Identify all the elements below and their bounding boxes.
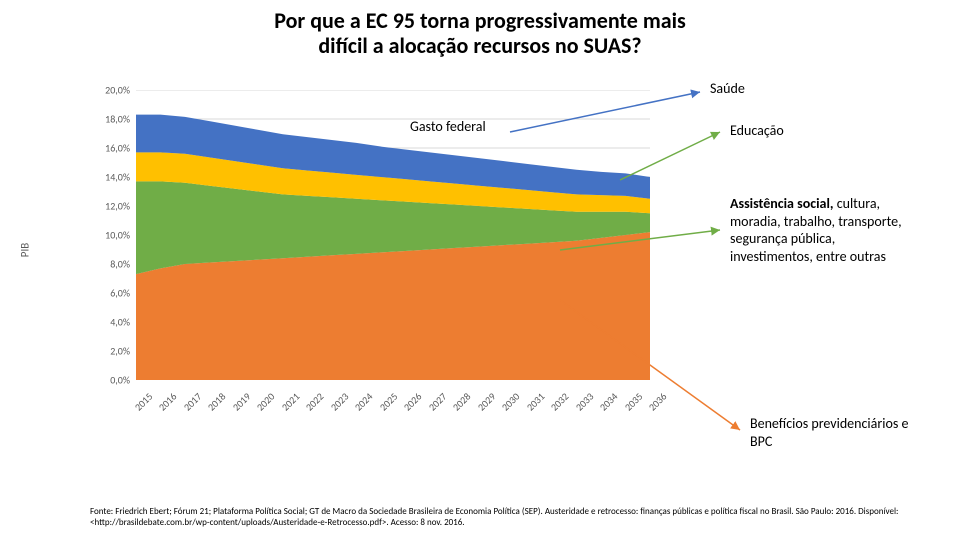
callout-saude-text: Saúde (710, 80, 745, 97)
footer-source: Fonte: Friedrich Ebert; Fórum 21; Plataf… (90, 506, 900, 529)
x-tick-label: 2026 (401, 390, 425, 414)
x-tick-label: 2032 (548, 390, 572, 414)
callout-assistencia-bold: Assistência social, (730, 195, 834, 212)
area-svg (136, 90, 650, 380)
x-tick-label: 2016 (156, 390, 180, 414)
y-tick-label: 12,0% (86, 200, 130, 213)
callout-educacao-text: Educação (730, 122, 784, 139)
x-tick-label: 2021 (279, 390, 303, 414)
x-tick-label: 2022 (303, 390, 327, 414)
y-tick-label: 6,0% (86, 287, 130, 300)
x-tick-label: 2034 (597, 390, 621, 414)
x-tick-label: 2027 (426, 390, 450, 414)
y-tick-label: 20,0% (86, 84, 130, 97)
callout-saude: Saúde (710, 80, 745, 98)
chart-overlay-label: Gasto federal (410, 118, 486, 135)
x-tick-label: 2015 (132, 390, 156, 414)
title-line-2: difícil a alocação recursos no SUAS? (0, 33, 960, 58)
y-tick-label: 10,0% (86, 229, 130, 242)
y-tick-label: 2,0% (86, 345, 130, 358)
y-tick-label: 16,0% (86, 142, 130, 155)
y-tick-label: 8,0% (86, 258, 130, 271)
callout-beneficios-text: Benefícios previdenciários e BPC (750, 415, 908, 450)
x-tick-label: 2033 (572, 390, 596, 414)
x-tick-label: 2024 (352, 390, 376, 414)
callout-educacao: Educação (730, 122, 784, 140)
y-tick-label: 4,0% (86, 316, 130, 329)
x-tick-label: 2031 (523, 390, 547, 414)
x-tick-label: 2036 (646, 390, 670, 414)
y-tick-label: 0,0% (86, 374, 130, 387)
x-tick-label: 2029 (474, 390, 498, 414)
page-title: Por que a EC 95 torna progressivamente m… (0, 8, 960, 59)
plot-area: 2015201620172018201920202021202220232024… (136, 90, 650, 380)
stacked-area-chart: 2015201620172018201920202021202220232024… (90, 90, 650, 410)
x-tick-label: 2030 (499, 390, 523, 414)
callout-assistencia: Assistência social, cultura, moradia, tr… (730, 195, 910, 265)
y-axis-title: PIB (19, 243, 32, 257)
x-tick-label: 2028 (450, 390, 474, 414)
x-tick-label: 2035 (621, 390, 645, 414)
x-tick-label: 2023 (328, 390, 352, 414)
x-tick-label: 2019 (230, 390, 254, 414)
x-tick-label: 2017 (181, 390, 205, 414)
x-tick-label: 2020 (254, 390, 278, 414)
y-tick-label: 18,0% (86, 113, 130, 126)
y-tick-label: 14,0% (86, 171, 130, 184)
x-tick-label: 2018 (205, 390, 229, 414)
title-line-1: Por que a EC 95 torna progressivamente m… (0, 8, 960, 33)
callout-beneficios: Benefícios previdenciários e BPC (750, 415, 910, 450)
x-tick-label: 2025 (377, 390, 401, 414)
